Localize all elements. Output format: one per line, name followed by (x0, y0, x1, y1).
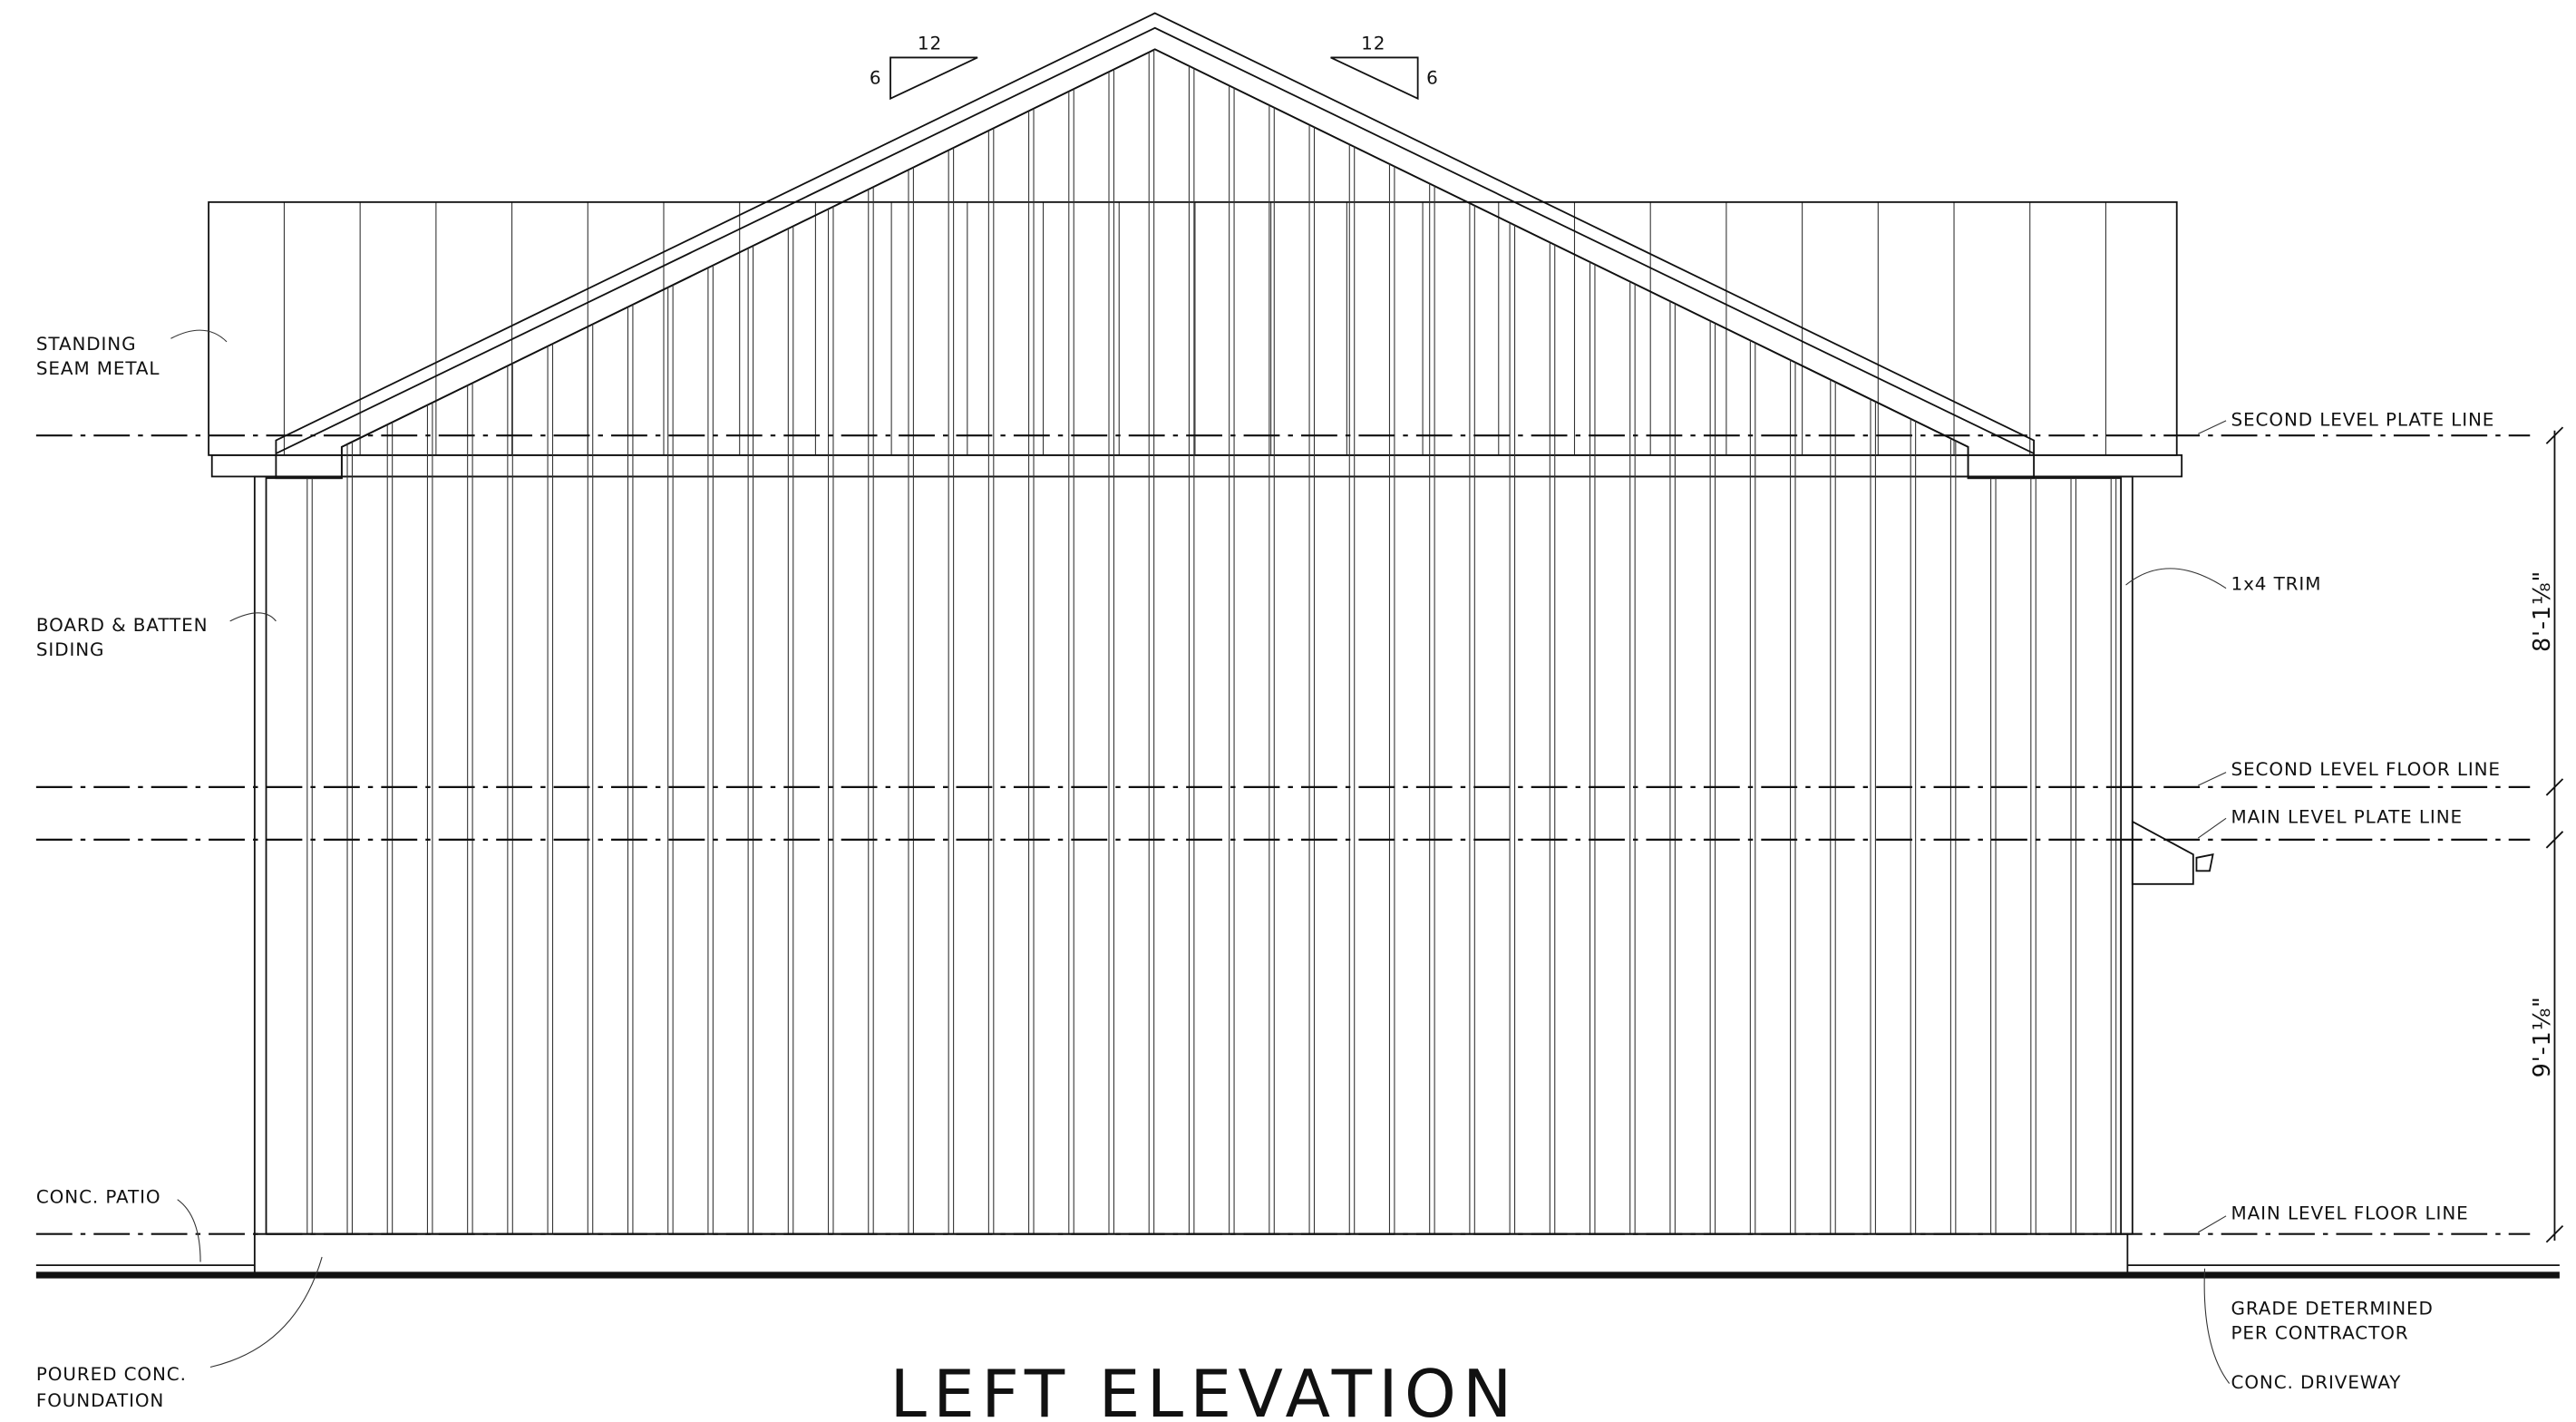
level-label: SECOND LEVEL FLOOR LINE (2231, 759, 2501, 780)
slope-symbol (1330, 56, 1419, 101)
note: SIDING (36, 639, 105, 660)
note: CONC. DRIVEWAY (2231, 1372, 2402, 1393)
note: SEAM METAL (36, 358, 160, 379)
note: CONC. PATIO (36, 1186, 161, 1207)
dimension-label: 8'-1⅛" (2528, 570, 2555, 652)
dimension-ticks (2545, 426, 2564, 1243)
roof-seams (283, 201, 2106, 455)
note: FOUNDATION (36, 1390, 164, 1411)
note: 1x4 TRIM (2231, 573, 2322, 594)
slope-run: 12 (918, 33, 942, 54)
drawing-title: LEFT ELEVATION (890, 1357, 1519, 1422)
note: POURED CONC. (36, 1364, 187, 1385)
leaders (170, 329, 2231, 1384)
slope-run: 12 (1361, 33, 1385, 54)
gutter (2131, 820, 2194, 885)
level-label: MAIN LEVEL FLOOR LINE (2231, 1203, 2469, 1223)
gable-trim (275, 26, 2035, 454)
level-label: MAIN LEVEL PLATE LINE (2231, 807, 2464, 828)
foundation (253, 1232, 2129, 1275)
dimension-label: 9'-1⅛" (2528, 996, 2555, 1077)
note: GRADE DETERMINED (2231, 1298, 2434, 1319)
siding (306, 49, 2117, 1234)
downspout (2195, 853, 2214, 872)
level-label: SECOND LEVEL PLATE LINE (2231, 409, 2495, 430)
note: STANDING (36, 334, 137, 355)
note: PER CONTRACTOR (2231, 1323, 2409, 1344)
slope-rise: 6 (1426, 67, 1439, 88)
roof (208, 200, 2178, 456)
note: BOARD & BATTEN (36, 615, 209, 636)
slope-rise: 6 (870, 67, 882, 88)
slope-symbol (889, 56, 978, 101)
gable-fascia (275, 12, 2035, 480)
